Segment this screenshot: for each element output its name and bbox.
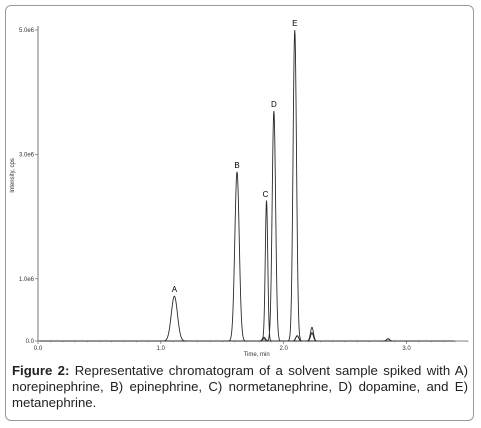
peak-label-b: B [234,161,239,170]
trace-c [131,200,427,342]
peak-label-c: C [263,190,269,199]
x-axis-title: Time, min [244,352,270,358]
y-tick-label: 0.0 [26,339,35,345]
caption-label: Figure 2: [12,363,70,378]
axes-layer: 0.0 1.0 2.0 3.0 0.0 1.0e6 3.0e6 5.0e6 Time, min I… [10,26,469,358]
figure-caption: Figure 2: Representative chromatogram of… [12,363,468,411]
peak-label-d: D [271,100,277,109]
x-tick-label: 0.0 [34,346,43,352]
peak-labels-layer: A B C D E [172,19,298,294]
y-axis-title: Intensity, cps [10,158,16,193]
y-tick-label: 5.0e6 [19,28,35,34]
y-tick-label: 3.0e6 [19,152,35,158]
trace-d [138,110,434,342]
x-tick-label: 2.0 [280,346,289,352]
caption-text: Representative chromatogram of a solvent… [12,363,468,410]
y-tick-label: 1.0e6 [19,277,35,283]
peak-label-a: A [172,285,178,294]
trace-e [159,29,455,342]
trace-b [101,171,397,342]
chromatogram-chart: 0.0 1.0 2.0 3.0 0.0 1.0e6 3.0e6 5.0e6 Time, min I… [10,19,469,358]
figure-frame [5,5,474,421]
peak-label-e: E [292,19,297,28]
x-tick-label: 1.0 [157,346,166,352]
traces-layer [39,29,455,342]
x-tick-label: 3.0 [402,346,411,352]
